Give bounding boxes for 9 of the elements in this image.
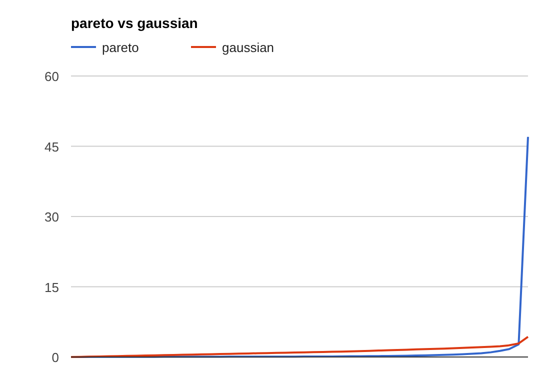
y-tick-label: 15 (44, 280, 59, 295)
y-tick-label: 0 (52, 350, 59, 365)
line-series (70, 336, 529, 358)
legend-label: gaussian (222, 40, 274, 55)
y-tick-label: 30 (44, 210, 59, 224)
legend-label: pareto (102, 40, 139, 55)
y-tick-label: 45 (44, 139, 59, 154)
chart-title: pareto vs gaussian (71, 15, 198, 31)
y-tick-label: 60 (44, 69, 59, 84)
